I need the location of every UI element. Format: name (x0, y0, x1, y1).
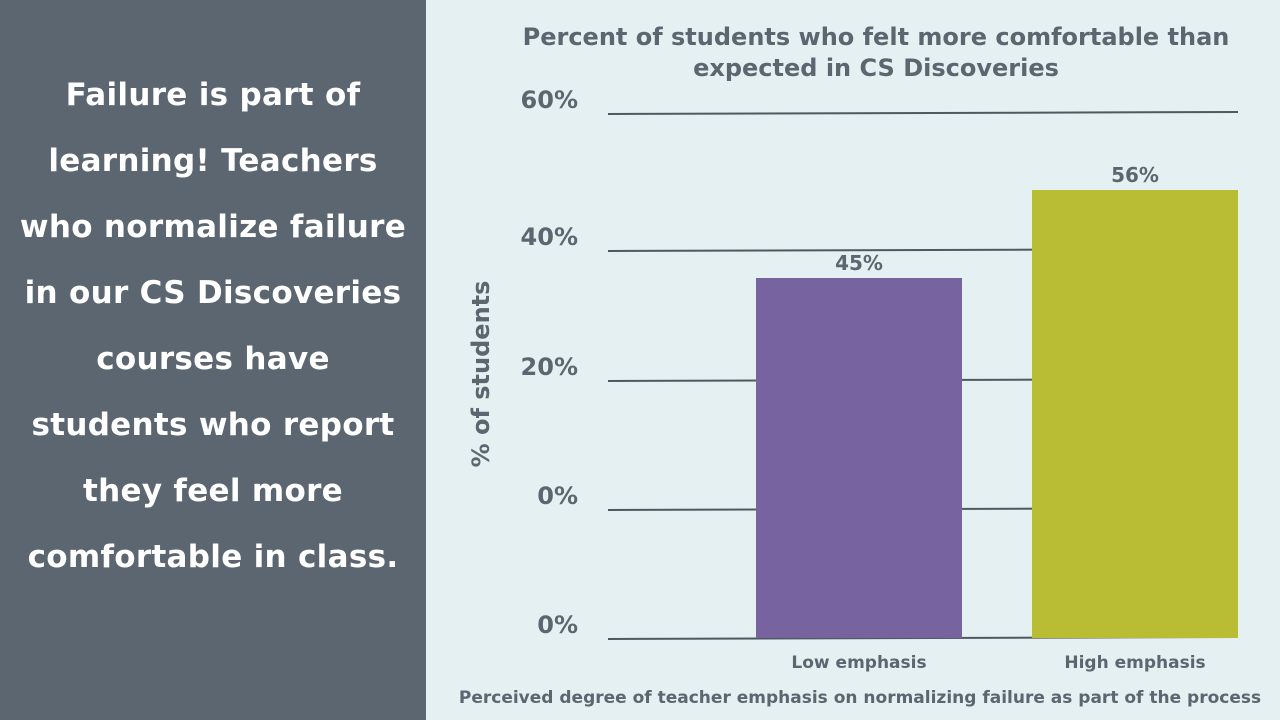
y-tick-label: 0% (537, 482, 578, 510)
key-message: Failure is part of learning! Teachers wh… (19, 77, 407, 575)
y-tick-label: 40% (521, 223, 578, 251)
category-label: High emphasis (1064, 653, 1205, 673)
bar-low-emphasis (756, 278, 962, 638)
y-tick-labels: 0% 0% 20% 40% 60% (521, 86, 578, 639)
y-axis-label: % of students (467, 281, 495, 468)
left-panel: Failure is part of learning! Teachers wh… (0, 0, 426, 720)
value-labels: 45% 56% (835, 163, 1159, 275)
chart-title: Percent of students who felt more comfor… (522, 23, 1230, 82)
bar-chart: 0% 0% 20% 40% 60% 45% 56% Low emphasis High em… (459, 86, 1261, 708)
gridline (607, 111, 1239, 115)
y-tick-label: 0% (537, 611, 578, 639)
value-label: 56% (1111, 163, 1159, 187)
y-tick-label: 60% (521, 86, 578, 114)
value-label: 45% (835, 251, 883, 275)
y-tick-label: 20% (521, 353, 578, 381)
category-label: Low emphasis (791, 653, 926, 673)
category-labels: Low emphasis High emphasis (791, 653, 1205, 673)
bar-high-emphasis (1032, 190, 1238, 638)
bars (756, 190, 1238, 638)
x-axis-label: Perceived degree of teacher emphasis on … (459, 688, 1261, 708)
